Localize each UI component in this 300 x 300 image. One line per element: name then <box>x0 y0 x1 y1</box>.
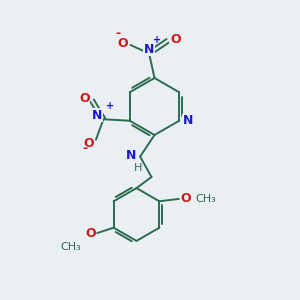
Text: CH₃: CH₃ <box>195 194 216 204</box>
Text: H: H <box>134 163 142 173</box>
Text: -: - <box>82 142 88 155</box>
Text: O: O <box>79 92 90 105</box>
Text: N: N <box>144 43 154 56</box>
Text: O: O <box>117 37 128 50</box>
Text: N: N <box>92 109 102 122</box>
Text: CH₃: CH₃ <box>61 242 82 251</box>
Text: O: O <box>180 192 191 206</box>
Text: O: O <box>84 137 94 150</box>
Text: +: + <box>106 101 115 111</box>
Text: N: N <box>126 149 136 162</box>
Text: +: + <box>153 35 161 45</box>
Text: -: - <box>116 27 121 40</box>
Text: O: O <box>85 226 96 240</box>
Text: N: N <box>183 114 194 127</box>
Text: O: O <box>170 33 181 46</box>
